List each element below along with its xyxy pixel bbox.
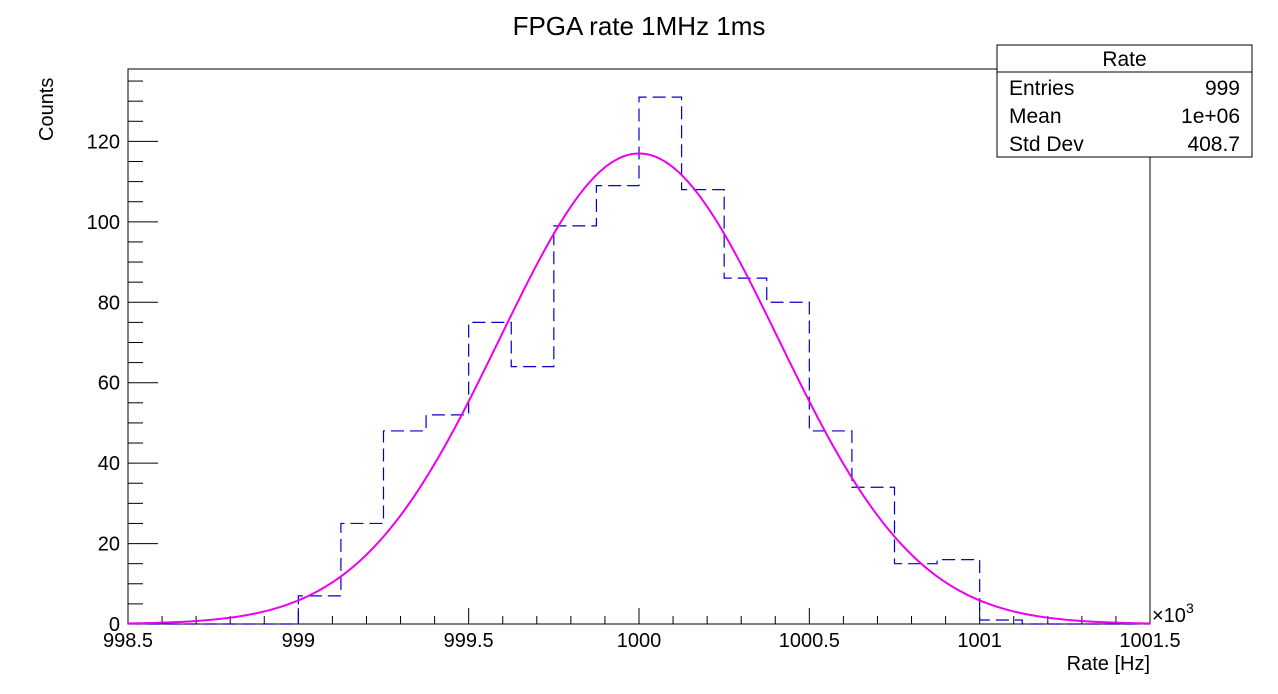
stats-mean-value: 1e+06	[1181, 105, 1240, 128]
stats-entries-label: Entries	[1009, 77, 1074, 100]
x-axis-label: Rate [Hz]	[1067, 653, 1150, 675]
y-tick-label: 120	[87, 131, 120, 153]
stats-stddev-value: 408.7	[1187, 133, 1240, 156]
stats-entries-value: 999	[1205, 77, 1240, 100]
y-tick-label: 80	[98, 292, 120, 314]
stats-box: Rate Entries 999 Mean 1e+06 Std Dev 408.…	[996, 44, 1253, 158]
x-axis-multiplier: ×103	[1152, 600, 1194, 627]
x-axis: 998.5 999 999.5 1000 1000.5 1001 1001.5	[103, 608, 1181, 652]
chart-title: FPGA rate 1MHz 1ms	[513, 11, 766, 41]
x-tick-label: 999	[282, 630, 315, 652]
y-tick-label: 100	[87, 212, 120, 234]
y-tick-label: 20	[98, 534, 120, 556]
y-axis-label: Counts	[36, 78, 58, 141]
gaussian-fit-curve	[127, 152, 1151, 625]
y-tick-label: 0	[109, 614, 120, 636]
stats-box-frame	[996, 44, 1253, 158]
x-tick-label: 999.5	[444, 630, 494, 652]
histogram-series	[128, 96, 1150, 625]
stats-stddev-label: Std Dev	[1009, 133, 1084, 156]
y-tick-label: 60	[98, 373, 120, 395]
x-tick-label: 1000.5	[779, 630, 840, 652]
y-tick-label: 40	[98, 453, 120, 475]
x-tick-label: 1000	[617, 630, 662, 652]
x-axis-multiplier-base: ×10	[1152, 605, 1186, 627]
y-axis: 0 20 40 60 80 100 120	[87, 80, 158, 636]
stats-box-title: Rate	[1102, 48, 1146, 71]
stats-mean-label: Mean	[1009, 105, 1062, 128]
x-tick-label: 1001	[957, 630, 1002, 652]
x-axis-multiplier-exponent: 3	[1186, 600, 1194, 616]
x-tick-label: 1001.5	[1119, 630, 1180, 652]
x-tick-label: 998.5	[103, 630, 153, 652]
